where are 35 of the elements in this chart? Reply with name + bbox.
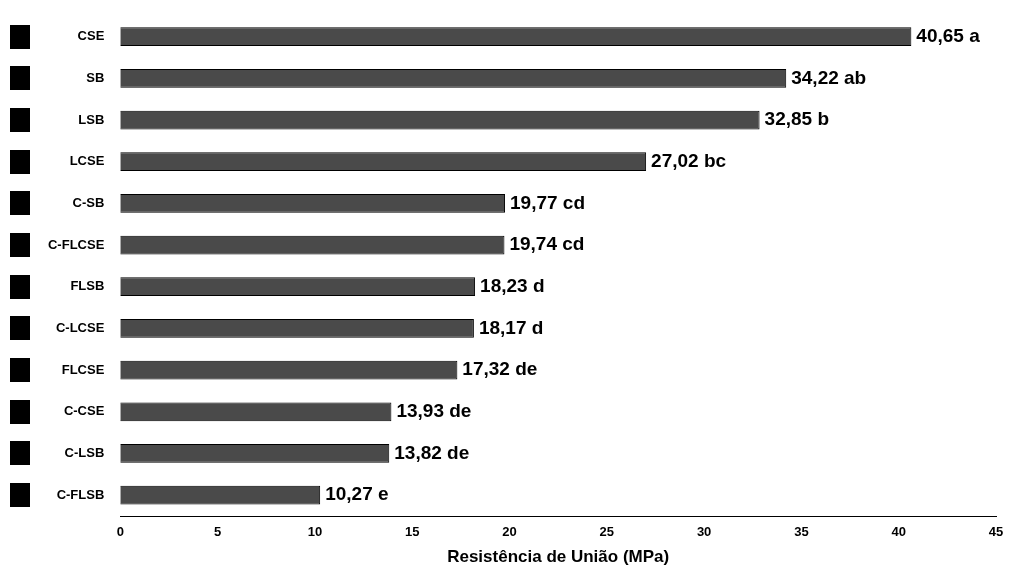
x-tick-label: 30 — [696, 524, 712, 540]
y-tick-label: C-CSE — [63, 403, 105, 419]
data-label: 18,17 d — [478, 316, 544, 338]
y-tick-label: C-LCSE — [55, 320, 105, 335]
y-tick-label: C-FLSB — [56, 486, 105, 502]
y-tick-label: C-FLCSE — [47, 236, 105, 252]
x-tick-label: 10 — [307, 524, 323, 540]
y-tick-label: C-LSB — [64, 445, 105, 461]
x-tick-label: 20 — [502, 524, 517, 540]
y-tick-label: SB — [86, 69, 105, 85]
x-tick-label: 0 — [116, 524, 124, 540]
data-label: 19,74 cd — [509, 233, 585, 255]
y-tick-label: CSE — [77, 28, 105, 44]
data-label: 34,22 ab — [791, 66, 867, 88]
x-axis-title: Resistência de União (MPa) — [447, 547, 670, 567]
data-label: 18,23 d — [480, 274, 545, 296]
data-label: 13,93 de — [396, 400, 472, 422]
y-tick-label: C-SB — [72, 194, 105, 210]
y-tick-label: FLSB — [70, 278, 105, 294]
data-label: 32,85 b — [764, 108, 830, 130]
data-label: 13,82 de — [394, 441, 470, 463]
x-tick-label: 35 — [794, 524, 809, 540]
data-label: 27,02 bc — [651, 149, 727, 171]
x-tick-label: 25 — [599, 524, 615, 540]
data-label: 19,77 cd — [510, 191, 586, 213]
y-tick-label: FLCSE — [61, 361, 105, 377]
x-tick-label: 5 — [214, 524, 222, 540]
data-label: 10,27 e — [325, 483, 389, 505]
y-tick-label: LCSE — [69, 153, 105, 169]
y-tick-label: LSB — [78, 111, 105, 127]
x-tick-label: 15 — [404, 524, 420, 540]
x-tick-label: 45 — [988, 524, 1004, 540]
data-label: 40,65 a — [916, 24, 981, 46]
x-tick-label: 40 — [891, 524, 906, 540]
data-label: 17,32 de — [462, 358, 538, 380]
